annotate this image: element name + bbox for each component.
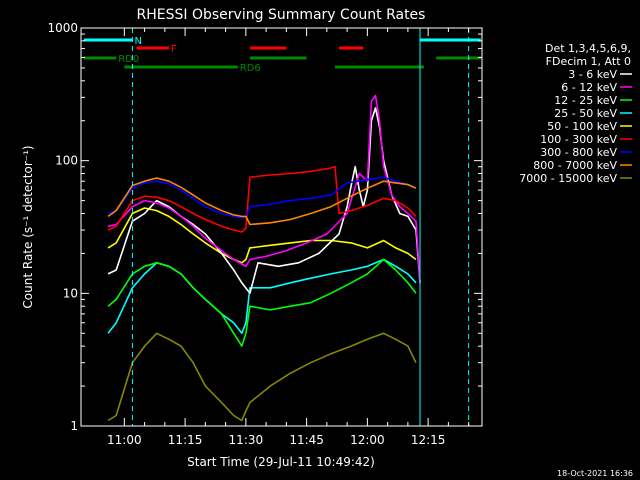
state-bar-label: RD6 <box>240 63 261 74</box>
legend-label: 25 - 50 keV <box>554 107 617 120</box>
legend-header-1: Det 1,3,4,5,6,9, <box>545 42 631 55</box>
y-axis-label: Count Rate (s⁻¹ detector⁻¹) <box>21 145 35 308</box>
legend-label: 3 - 6 keV <box>568 68 617 81</box>
x-axis-label: Start Time (29-Jul-11 10:49:42) <box>187 455 375 469</box>
x-tick-label: 11:00 <box>107 433 142 447</box>
y-tick-label: 1 <box>70 419 78 433</box>
legend: Det 1,3,4,5,6,9, FDecim 1, Att 0 3 - 6 k… <box>519 42 632 185</box>
markers <box>131 28 470 426</box>
x-axis: 11:00 11:15 11:30 11:45 12:00 12:15 <box>107 28 470 447</box>
legend-label: 12 - 25 keV <box>554 94 617 107</box>
y-tick-label: 100 <box>55 154 78 168</box>
x-tick-label: 12:15 <box>411 433 446 447</box>
chart-title: RHESSI Observing Summary Count Rates <box>137 7 426 23</box>
state-bars: N F RD0 RD6 <box>83 36 481 74</box>
series-line <box>107 258 417 335</box>
y-tick-label: 1000 <box>47 21 78 35</box>
series-line <box>107 94 421 283</box>
x-tick-label: 12:00 <box>350 433 385 447</box>
legend-label: 800 - 7000 keV <box>533 159 617 172</box>
legend-label: 7000 - 15000 keV <box>519 172 617 185</box>
plot-frame <box>80 27 483 427</box>
footer-date: 18-Oct-2021 16:36 <box>557 469 633 478</box>
state-bar-label: RD0 <box>118 54 139 65</box>
series-line <box>107 165 417 233</box>
data-layer <box>107 94 421 422</box>
x-tick-label: 11:15 <box>168 433 203 447</box>
x-tick-label: 11:45 <box>289 433 324 447</box>
legend-header-2: FDecim 1, Att 0 <box>546 55 631 68</box>
state-bar-label: N <box>134 36 141 47</box>
state-bar-label: F <box>171 44 177 55</box>
x-tick-label: 11:30 <box>229 433 264 447</box>
series-line <box>107 177 417 226</box>
legend-label: 6 - 12 keV <box>561 81 617 94</box>
legend-label: 100 - 300 keV <box>540 133 617 146</box>
series-line <box>107 258 417 347</box>
legend-label: 300 - 800 keV <box>540 146 617 159</box>
series-line <box>107 207 417 264</box>
y-axis: 1 10 100 1000 <box>47 21 482 433</box>
series-line <box>107 332 417 422</box>
legend-label: 50 - 100 keV <box>547 120 617 133</box>
y-tick-label: 10 <box>63 286 78 300</box>
